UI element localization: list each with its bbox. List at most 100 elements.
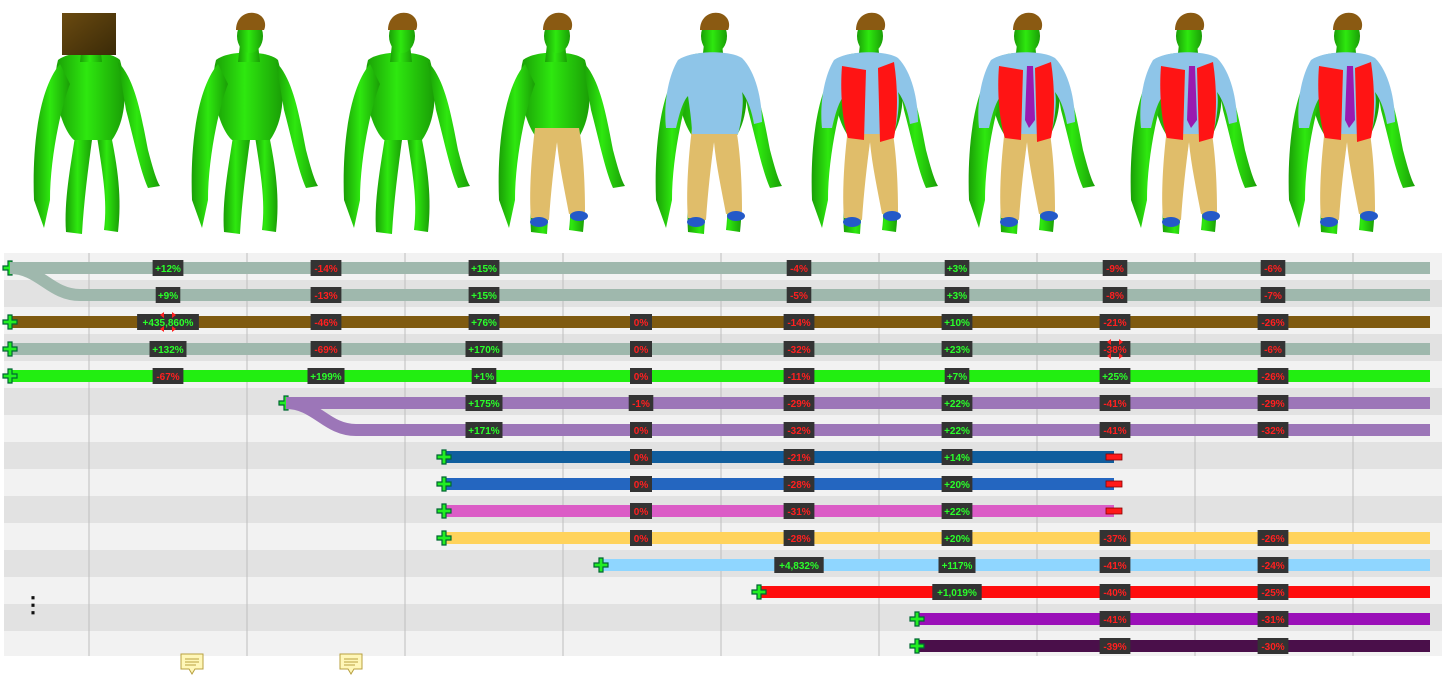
- character-figure: [191, 12, 318, 234]
- change-tag: +12%: [152, 260, 184, 276]
- svg-text:+76%: +76%: [471, 318, 497, 329]
- right-arm: [276, 62, 318, 188]
- svg-text:-32%: -32%: [1261, 426, 1284, 437]
- vest-left: [841, 66, 866, 140]
- remove-layer-icon[interactable]: [1105, 480, 1123, 488]
- svg-text:-13%: -13%: [314, 291, 337, 302]
- pants: [1320, 128, 1375, 220]
- torso: [213, 52, 283, 140]
- svg-text:+1%: +1%: [474, 372, 494, 383]
- left-shoe: [843, 217, 861, 227]
- svg-text:-4%: -4%: [790, 264, 808, 275]
- change-tag: +15%: [468, 287, 500, 303]
- remove-layer-icon[interactable]: [1105, 507, 1123, 515]
- change-tag: +3%: [944, 260, 970, 276]
- svg-text:-67%: -67%: [156, 372, 179, 383]
- change-tag: -9%: [1102, 260, 1128, 276]
- left-arm: [33, 64, 70, 228]
- change-tag: -31%: [783, 503, 815, 519]
- change-tag: -41%: [1099, 611, 1131, 627]
- hair: [1175, 12, 1205, 30]
- pants: [687, 128, 742, 220]
- add-layer-icon[interactable]: [751, 584, 767, 600]
- right-arm: [428, 62, 470, 188]
- left-arm: [191, 64, 228, 228]
- svg-text:-14%: -14%: [787, 318, 810, 329]
- change-tag: 0%: [630, 422, 652, 438]
- svg-text:-41%: -41%: [1103, 399, 1126, 410]
- svg-text:-21%: -21%: [787, 453, 810, 464]
- comment-icon-2[interactable]: [339, 653, 363, 675]
- left-shoe: [687, 217, 705, 227]
- svg-text:+15%: +15%: [471, 264, 497, 275]
- svg-text:+7%: +7%: [947, 372, 967, 383]
- comment-icon-1[interactable]: [180, 653, 204, 675]
- change-tag: +132%: [149, 341, 187, 357]
- svg-text:+171%: +171%: [468, 426, 500, 437]
- svg-text:+20%: +20%: [944, 534, 970, 545]
- svg-text:-30%: -30%: [1261, 642, 1284, 653]
- change-tag: +23%: [941, 341, 973, 357]
- pants: [530, 128, 585, 220]
- svg-text:-32%: -32%: [787, 345, 810, 356]
- layer-bar: [9, 262, 1430, 301]
- change-tag: +22%: [941, 422, 973, 438]
- pants: [1162, 128, 1217, 220]
- left-arm: [1288, 64, 1325, 228]
- add-layer-icon[interactable]: [436, 476, 452, 492]
- left-leg: [375, 130, 402, 234]
- change-tag: 0%: [630, 341, 652, 357]
- change-tag: -4%: [786, 260, 812, 276]
- svg-text:+132%: +132%: [152, 345, 184, 356]
- svg-text:-69%: -69%: [314, 345, 337, 356]
- svg-text:-26%: -26%: [1261, 318, 1284, 329]
- svg-text:0%: 0%: [634, 318, 649, 329]
- change-tag: -5%: [786, 287, 812, 303]
- svg-text:-26%: -26%: [1261, 372, 1284, 383]
- change-tag: -46%: [310, 314, 342, 330]
- change-tag: -29%: [783, 395, 815, 411]
- add-layer-icon[interactable]: [436, 530, 452, 546]
- svg-text:-38%: -38%: [1103, 345, 1126, 356]
- svg-text:+22%: +22%: [944, 426, 970, 437]
- layer-timeline: +12% -14% +15% -4% +3% -9% -6% +9% -13% +15% -5% +3…: [2, 253, 1442, 656]
- layer-bar: [285, 397, 1430, 436]
- svg-text:0%: 0%: [634, 480, 649, 491]
- change-tag: +3%: [944, 287, 970, 303]
- change-tag: +76%: [468, 314, 500, 330]
- more-rows-indicator: ⋮: [22, 592, 44, 617]
- vest-left: [1318, 66, 1343, 140]
- add-layer-icon[interactable]: [436, 449, 452, 465]
- add-layer-icon[interactable]: [2, 314, 18, 330]
- add-layer-icon[interactable]: [909, 611, 925, 627]
- svg-text:-32%: -32%: [787, 426, 810, 437]
- svg-text:-37%: -37%: [1103, 534, 1126, 545]
- change-tag: 0%: [630, 476, 652, 492]
- change-tag: -8%: [1102, 287, 1128, 303]
- add-layer-icon[interactable]: [909, 638, 925, 654]
- svg-text:0%: 0%: [634, 453, 649, 464]
- remove-layer-icon[interactable]: [1105, 453, 1123, 461]
- add-layer-icon[interactable]: [2, 368, 18, 384]
- add-layer-icon[interactable]: [436, 503, 452, 519]
- change-tag: +9%: [155, 287, 181, 303]
- change-tag: +14%: [941, 449, 973, 465]
- change-tag: +171%: [465, 422, 503, 438]
- vest-right: [1197, 62, 1216, 142]
- svg-text:0%: 0%: [634, 345, 649, 356]
- svg-text:-41%: -41%: [1103, 615, 1126, 626]
- svg-text:-28%: -28%: [787, 480, 810, 491]
- change-tag: +7%: [944, 368, 970, 384]
- left-arm: [655, 64, 692, 228]
- change-tag: +1%: [471, 368, 497, 384]
- change-tag: +117%: [938, 557, 976, 573]
- character-figure: [811, 12, 938, 234]
- change-tag: +22%: [941, 503, 973, 519]
- pants: [843, 128, 898, 220]
- svg-text:+3%: +3%: [947, 264, 967, 275]
- add-layer-icon[interactable]: [2, 341, 18, 357]
- vest-left: [1160, 66, 1185, 140]
- svg-text:+1,019%: +1,019%: [937, 588, 977, 599]
- svg-text:+15%: +15%: [471, 291, 497, 302]
- add-layer-icon[interactable]: [593, 557, 609, 573]
